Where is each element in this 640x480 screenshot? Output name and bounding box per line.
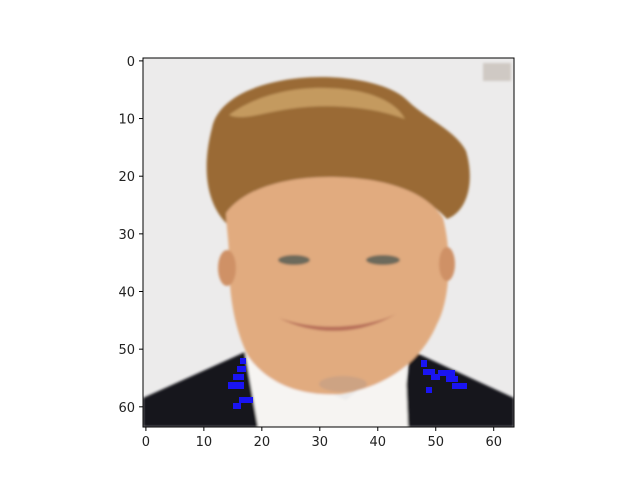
axes-frame bbox=[142, 57, 515, 428]
y-tick-label: 40 bbox=[118, 286, 135, 301]
shirt-collar bbox=[245, 352, 408, 427]
x-tick-label: 60 bbox=[485, 435, 502, 450]
x-tick-label: 30 bbox=[312, 435, 329, 450]
face-image bbox=[143, 58, 514, 427]
y-tick-label: 50 bbox=[118, 343, 135, 358]
y-tick-label: 30 bbox=[118, 228, 135, 243]
face-skin bbox=[226, 176, 449, 395]
x-tick-label: 20 bbox=[254, 435, 271, 450]
y-tick-label: 0 bbox=[127, 55, 135, 70]
blue-marker-left bbox=[228, 358, 253, 409]
axis-ticks: 0 10 20 30 40 50 60 0 10 20 30 40 50 60 bbox=[118, 55, 502, 450]
top-right-artifact bbox=[483, 63, 511, 81]
y-tick-label: 60 bbox=[118, 401, 135, 416]
right-ear bbox=[439, 247, 455, 281]
left-ear bbox=[218, 250, 236, 286]
x-tick-label: 10 bbox=[196, 435, 213, 450]
x-tick-label: 40 bbox=[370, 435, 387, 450]
blue-marker-right bbox=[421, 360, 467, 393]
y-tick-label: 20 bbox=[118, 170, 135, 185]
mouth bbox=[279, 314, 396, 332]
hair-highlight bbox=[229, 87, 405, 119]
plot-area: 0 10 20 30 40 50 60 0 10 20 30 40 50 60 bbox=[118, 55, 515, 450]
right-eye bbox=[366, 255, 400, 265]
y-tick-label: 10 bbox=[118, 113, 135, 128]
x-tick-label: 0 bbox=[142, 435, 150, 450]
left-eye bbox=[278, 255, 310, 265]
x-tick-label: 50 bbox=[427, 435, 444, 450]
chin-shadow bbox=[319, 376, 367, 392]
